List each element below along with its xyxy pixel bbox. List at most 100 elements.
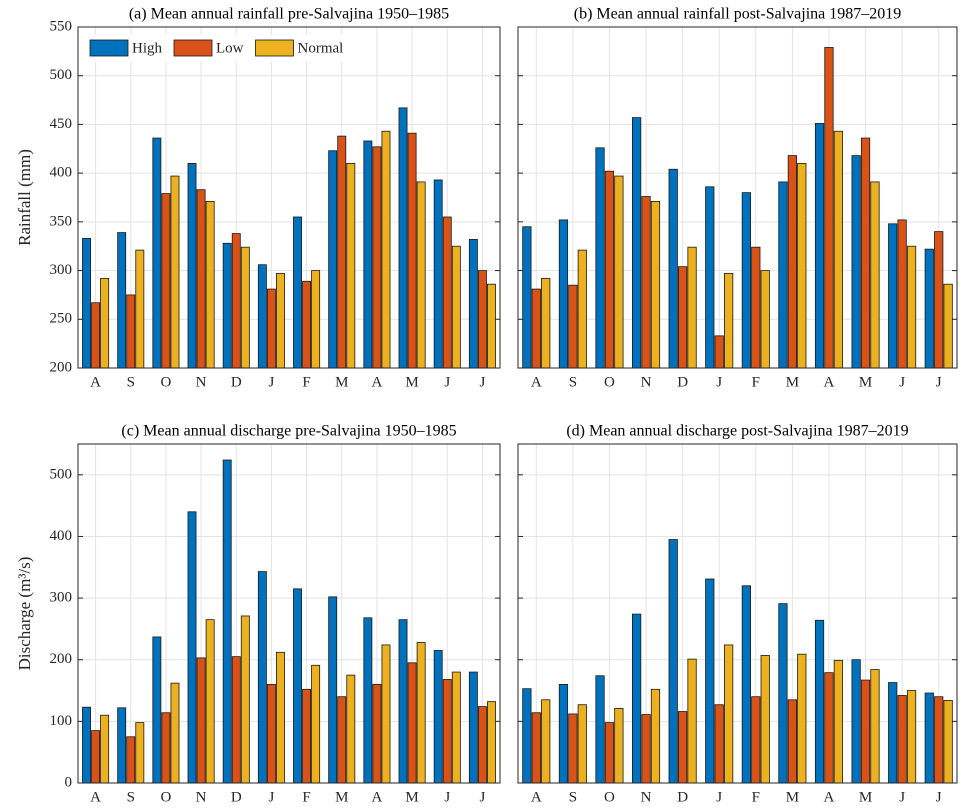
x-tick-label: D — [677, 789, 688, 805]
bar — [614, 708, 624, 784]
bar — [276, 651, 285, 784]
x-tick-label: J — [936, 789, 942, 805]
x-tick-label: D — [231, 374, 242, 390]
bar — [91, 302, 101, 369]
bar — [205, 200, 215, 369]
x-tick-label: F — [752, 789, 760, 805]
x-tick-label: A — [371, 374, 382, 390]
bar — [531, 288, 541, 369]
x-tick-label: S — [127, 374, 135, 390]
x-tick-label: N — [641, 374, 652, 390]
panel: 200 250 300 350 400 450 500 550 A S O N D J F M A M J J (a) … — [15, 6, 501, 390]
bar — [222, 459, 232, 784]
bar — [906, 245, 917, 369]
bar — [231, 656, 241, 784]
bar — [152, 636, 162, 784]
x-tick-label: A — [531, 789, 542, 805]
x-tick-label: F — [302, 374, 310, 390]
bar — [924, 248, 934, 369]
bar — [477, 706, 487, 784]
bar — [541, 699, 551, 784]
bar — [91, 730, 101, 784]
x-tick-label: J — [899, 374, 905, 390]
bar — [100, 277, 110, 369]
bar — [724, 644, 734, 784]
bar — [487, 701, 496, 784]
bar — [934, 231, 944, 369]
x-tick-label: J — [716, 374, 722, 390]
bar — [372, 146, 382, 369]
x-tick-label: A — [824, 789, 835, 805]
chart-title: (a) Mean annual rainfall pre-Salvajina 1… — [129, 6, 449, 23]
bar — [531, 712, 541, 784]
bar — [222, 242, 232, 369]
bar — [257, 264, 267, 369]
bar — [398, 619, 408, 784]
bar — [824, 47, 834, 369]
bar — [170, 175, 180, 369]
bar — [558, 683, 569, 784]
bar — [787, 155, 797, 369]
bar — [187, 162, 197, 369]
axes-frame — [517, 443, 958, 784]
x-tick-label: D — [231, 789, 242, 805]
bar — [568, 284, 578, 369]
bar — [451, 245, 461, 369]
bar — [468, 671, 478, 784]
y-tick-label: 400 — [50, 528, 73, 544]
x-tick-label: J — [899, 789, 905, 805]
bar — [632, 117, 642, 369]
bar — [797, 162, 807, 369]
panel: A S O N D J F M A M J J (b) Mean annual rainfall pos… — [517, 6, 958, 390]
x-tick-label: S — [569, 374, 577, 390]
x-tick-label: O — [160, 374, 171, 390]
x-tick-label: N — [641, 789, 652, 805]
x-tick-label: M — [335, 789, 348, 805]
bar — [824, 672, 834, 784]
y-tick-label: 450 — [50, 116, 73, 132]
bar — [302, 280, 312, 369]
bar — [741, 192, 751, 369]
x-tick-label: O — [160, 789, 171, 805]
panel: A S O N D J F M A M J J (d) Mean annual discharge po… — [517, 423, 958, 805]
y-tick-label: 200 — [50, 359, 73, 375]
bar — [906, 690, 917, 784]
bar — [668, 168, 678, 369]
bar — [337, 696, 347, 784]
bar — [293, 216, 302, 369]
x-tick-label: J — [444, 789, 450, 805]
bar — [82, 706, 91, 784]
x-tick-label: J — [268, 374, 274, 390]
bar — [372, 683, 382, 784]
x-tick-label: J — [936, 374, 942, 390]
axes-frame — [77, 443, 501, 784]
bar — [451, 671, 461, 784]
bar — [161, 712, 171, 784]
bar — [751, 246, 761, 369]
y-tick-label: 0 — [65, 774, 73, 790]
bar — [814, 123, 825, 369]
bar — [943, 700, 953, 784]
bar — [477, 270, 487, 369]
bar — [266, 683, 276, 784]
bar — [851, 659, 861, 784]
x-tick-label: M — [786, 374, 799, 390]
x-tick-label: J — [716, 789, 722, 805]
bar — [117, 707, 127, 784]
bar — [468, 238, 478, 369]
y-tick-label: 500 — [50, 67, 73, 83]
bar — [311, 664, 321, 784]
bar — [126, 294, 136, 369]
x-tick-label: M — [405, 374, 418, 390]
bar — [346, 162, 356, 369]
axes-frame — [77, 26, 501, 369]
x-tick-label: A — [371, 789, 382, 805]
bar — [433, 179, 443, 369]
bar — [558, 219, 569, 369]
chart-title: (b) Mean annual rainfall post-Salvajina … — [574, 6, 901, 23]
bar — [604, 170, 615, 369]
bar — [522, 688, 532, 784]
bar — [293, 588, 302, 784]
legend-swatch — [89, 39, 129, 57]
